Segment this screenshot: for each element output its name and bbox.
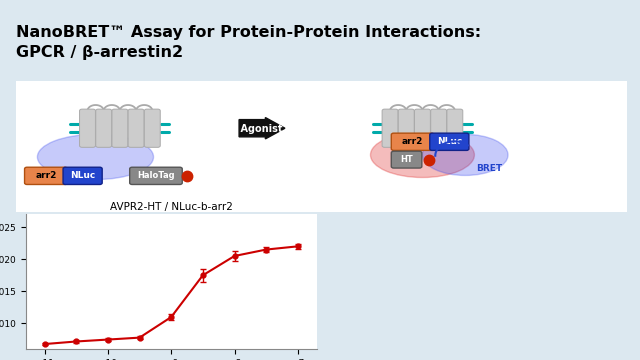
FancyBboxPatch shape — [447, 109, 463, 147]
Ellipse shape — [371, 132, 474, 177]
FancyBboxPatch shape — [391, 133, 434, 150]
FancyBboxPatch shape — [398, 109, 414, 147]
FancyBboxPatch shape — [96, 109, 111, 147]
FancyBboxPatch shape — [382, 109, 398, 147]
FancyBboxPatch shape — [391, 151, 422, 168]
Text: HaloTag: HaloTag — [137, 171, 175, 180]
FancyBboxPatch shape — [12, 78, 632, 215]
FancyBboxPatch shape — [63, 167, 102, 184]
FancyBboxPatch shape — [112, 109, 128, 147]
FancyBboxPatch shape — [79, 109, 95, 147]
FancyBboxPatch shape — [24, 167, 67, 184]
Ellipse shape — [37, 134, 154, 180]
FancyBboxPatch shape — [130, 167, 182, 184]
Text: arr2: arr2 — [402, 137, 423, 146]
Text: NLuc: NLuc — [70, 171, 95, 180]
Text: HT: HT — [400, 155, 413, 164]
Text: arr2: arr2 — [35, 171, 56, 180]
Text: NanoBRET™ Assay for Protein-Protein Interactions:
GPCR / β-arrestin2: NanoBRET™ Assay for Protein-Protein Inte… — [16, 26, 481, 60]
FancyBboxPatch shape — [431, 109, 447, 147]
FancyBboxPatch shape — [128, 109, 144, 147]
Text: BRET: BRET — [476, 163, 502, 172]
Text: NLuc: NLuc — [436, 137, 462, 146]
Text: + Agonist: + Agonist — [230, 124, 283, 134]
FancyBboxPatch shape — [430, 133, 469, 150]
Title: AVPR2-HT / NLuc-b-arr2: AVPR2-HT / NLuc-b-arr2 — [110, 202, 232, 212]
FancyArrow shape — [239, 118, 285, 139]
FancyBboxPatch shape — [415, 109, 430, 147]
FancyBboxPatch shape — [145, 109, 160, 147]
Ellipse shape — [422, 134, 508, 175]
